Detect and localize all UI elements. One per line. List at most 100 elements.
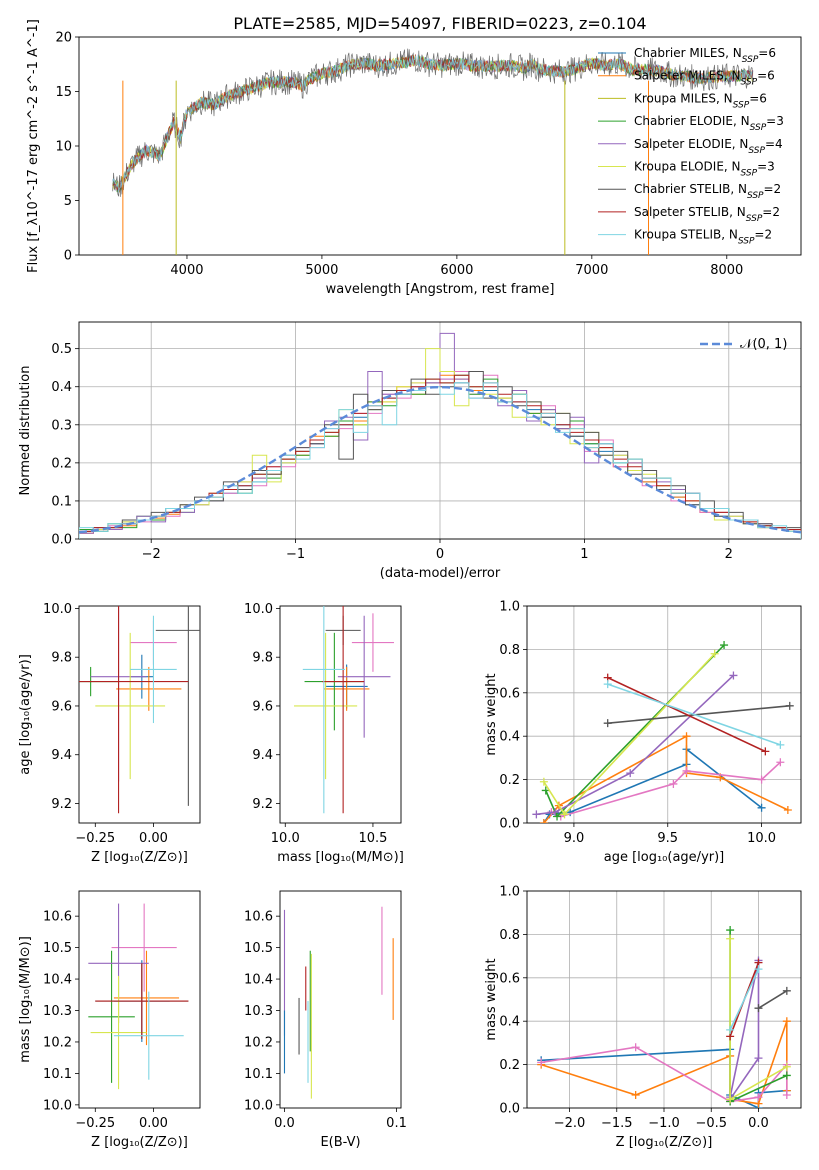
y-tick-label: 9.8 [51, 651, 72, 666]
weight-marker [776, 758, 785, 767]
x-tick-label: 8000 [710, 263, 743, 278]
weight-marker [603, 719, 612, 728]
y-tick-label: 0.8 [499, 643, 520, 658]
legend-name: Chabrier ELODIE, N [634, 114, 750, 128]
weight-vs-Z-panel: −2.0 −1.5 −1.0 −0.5 0.0 0.0 0.2 0.4 0.6 0.8 1.0 Z [… [484, 885, 802, 1150]
weight-marker [785, 701, 794, 710]
weight-marker [761, 747, 770, 756]
errorbars [294, 606, 394, 814]
y-tick-label: 9.4 [252, 748, 273, 763]
weight-marker [669, 779, 678, 788]
x-tick-label: 0.0 [748, 1116, 769, 1131]
x-axis-label: wavelength [Angstrom, rest frame] [326, 282, 555, 297]
weight-marker [782, 986, 791, 995]
x-tick-label: 9.0 [564, 831, 585, 846]
x-tick-label: −1 [286, 547, 305, 562]
weight-series [607, 683, 781, 746]
spectrum-panel: 4000 5000 6000 7000 8000 0 5 10 15 20 wavelength [… [26, 19, 802, 297]
weight-marker [782, 1017, 791, 1026]
axes-frame [78, 321, 802, 540]
x-tick-label: 6000 [440, 263, 473, 278]
weight-marker [560, 810, 569, 819]
x-tick-label: 1 [580, 547, 588, 562]
weight-marker [783, 805, 792, 814]
y-axis-label: mass [log₁₀(M/M⊙)] [18, 936, 33, 1063]
weight-marker [754, 965, 763, 974]
y-tick-label: 0.0 [51, 533, 72, 548]
x-tick-label: 10.0 [271, 831, 300, 846]
weight-series [729, 960, 760, 1100]
legend-name: Salpeter ELODIE, N [634, 137, 748, 151]
legend-sub: SSP [747, 191, 764, 201]
weight-series [543, 653, 716, 816]
x-tick-label: 0.1 [386, 1116, 407, 1131]
y-tick-label: 10.0 [244, 602, 273, 617]
legend-suffix: =2 [762, 205, 780, 219]
weight-marker [539, 777, 548, 786]
figure-title: PLATE=2585, MJD=54097, FIBERID=0223, z=0… [233, 14, 646, 33]
y-tick-label: 0.1 [51, 494, 72, 509]
x-tick-label: 9.5 [657, 831, 678, 846]
legend-name: Salpeter MILES, N [634, 69, 741, 83]
spectrum-line [112, 54, 754, 193]
y-tick-label: 10.3 [244, 1004, 273, 1019]
weight-series [729, 968, 760, 1031]
histograms [79, 332, 801, 539]
y-tick-label: 9.2 [51, 797, 72, 812]
x-tick-label: 0 [436, 547, 444, 562]
residuals-panel: −2 −1 0 1 2 0.0 0.1 0.2 0.3 0.4 0.5 (data-model)/er… [18, 321, 802, 581]
weight-series [551, 761, 781, 818]
legend-name: Kroupa STELIB, N [634, 228, 738, 242]
legend-sub: SSP [748, 146, 765, 156]
y-axis-label: Flux [f_λ10^-17 erg cm^-2 s^-1 A^-1] [26, 19, 41, 273]
weight-series [607, 676, 766, 753]
y-tick-label: 10.4 [43, 973, 72, 988]
x-axis-label: Z [log₁₀(Z/Z⊙)] [91, 1135, 188, 1150]
weight-marker [603, 680, 612, 689]
weight-marker [782, 1062, 791, 1071]
age-vs-mass-panel: 10.0 10.5 9.2 9.4 9.6 9.8 10.0 mass [log₁₀(M/M⊙… [244, 602, 404, 865]
y-axis-label: mass weight [484, 958, 499, 1040]
x-tick-label: −1.0 [648, 1116, 680, 1131]
legend-suffix: =4 [765, 137, 783, 151]
legend-sub: SSP [742, 55, 759, 65]
age-vs-Z-panel: −0.25 0.00 9.2 9.4 9.6 9.8 10.0 Z [log₁₀(Z/Z⊙)]… [18, 602, 201, 865]
axes-frame [279, 890, 402, 1109]
legend-label: Kroupa ELODIE, NSSP=3 [634, 160, 775, 179]
legend-suffix: =2 [754, 228, 772, 242]
axes-frame [526, 605, 802, 824]
legend-suffix: =2 [764, 182, 782, 196]
weight-marker [682, 732, 691, 741]
legend-name: Chabrier STELIB, N [634, 182, 747, 196]
y-tick-label: 10.2 [43, 1035, 72, 1050]
weight-marker [532, 810, 541, 819]
legend-suffix: =6 [758, 46, 776, 60]
legend-suffix: =3 [766, 114, 784, 128]
legend-label: Kroupa MILES, NSSP=6 [634, 91, 767, 110]
x-tick-label: −1.5 [601, 1116, 633, 1131]
axes-frame [78, 36, 802, 256]
x-axis-label: (data-model)/error [380, 566, 501, 581]
y-axis-label: Normed distribution [18, 366, 33, 496]
legend-suffix: =6 [757, 69, 775, 83]
x-tick-label: −2.0 [554, 1116, 586, 1131]
weight-vs-age-panel: 9.0 9.5 10.0 0.0 0.2 0.4 0.6 0.8 1.0 age [log₁₀(a… [484, 600, 802, 865]
y-tick-label: 0.4 [499, 730, 520, 745]
weight-marker [726, 1095, 735, 1104]
weight-marker [754, 1004, 763, 1013]
x-axis-label: E(B-V) [320, 1135, 360, 1150]
y-tick-label: 10 [55, 140, 72, 155]
weight-marker [754, 1054, 763, 1063]
x-tick-label: 10.0 [747, 831, 776, 846]
y-tick-label: 10.2 [244, 1035, 273, 1050]
y-tick-label: 0.0 [499, 817, 520, 832]
y-tick-label: 10.6 [43, 910, 72, 925]
y-tick-label: 10.0 [43, 1098, 72, 1113]
y-tick-label: 10.1 [244, 1067, 273, 1082]
legend-sub: SSP [741, 78, 758, 88]
weight-marker [754, 1093, 763, 1102]
legend-label: Salpeter MILES, NSSP=6 [634, 69, 775, 88]
y-tick-label: 0.4 [499, 1015, 520, 1030]
axes-frame [78, 605, 201, 824]
